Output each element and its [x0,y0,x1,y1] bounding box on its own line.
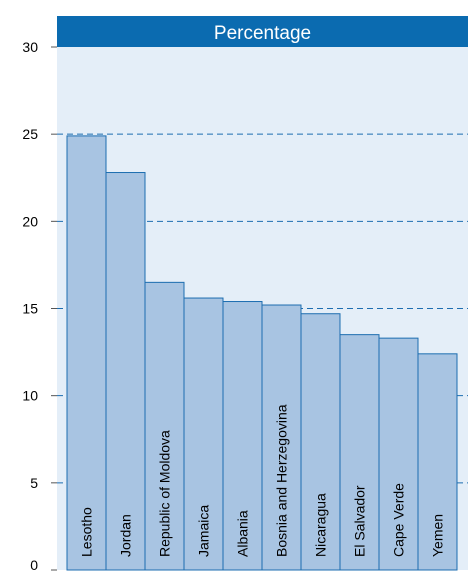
title-banner [57,16,468,47]
y-tick-label: 15 [22,301,38,317]
y-tick-label: 20 [22,213,38,229]
bar [339,334,380,571]
chart-title: Percentage [214,23,311,44]
y-tick-label: 10 [22,388,38,404]
bar-category-label: Lesotho [79,507,95,557]
bars: Lesotho Jordan Republic of Moldova Jamaica A… [66,135,458,571]
bar-category-label: Jamaica [196,505,212,557]
y-tick-label: 5 [30,475,38,491]
bar [222,301,263,571]
bar-category-label: Yemen [430,514,446,557]
bar [261,304,302,571]
bar [105,172,146,571]
bar-category-label: El Salvador [352,485,368,557]
bar [183,297,224,571]
bar [378,337,419,571]
bar-category-label: Republic of Moldova [157,430,173,557]
y-tick-label: 30 [22,39,38,55]
y-tick-label: 25 [22,126,38,142]
y-tick-label: 0 [30,557,38,571]
bar-category-label: Albania [235,510,251,557]
bar-category-label: Cape Verde [391,483,407,557]
bar-category-label: Jordan [118,514,134,557]
bar [66,135,107,571]
bar [417,353,458,571]
y-axis: 0 5 10 15 20 25 30 [22,39,57,571]
bar-category-label: Bosnia and Herzegovina [274,404,290,557]
bar-category-label: Nicaragua [313,493,329,557]
